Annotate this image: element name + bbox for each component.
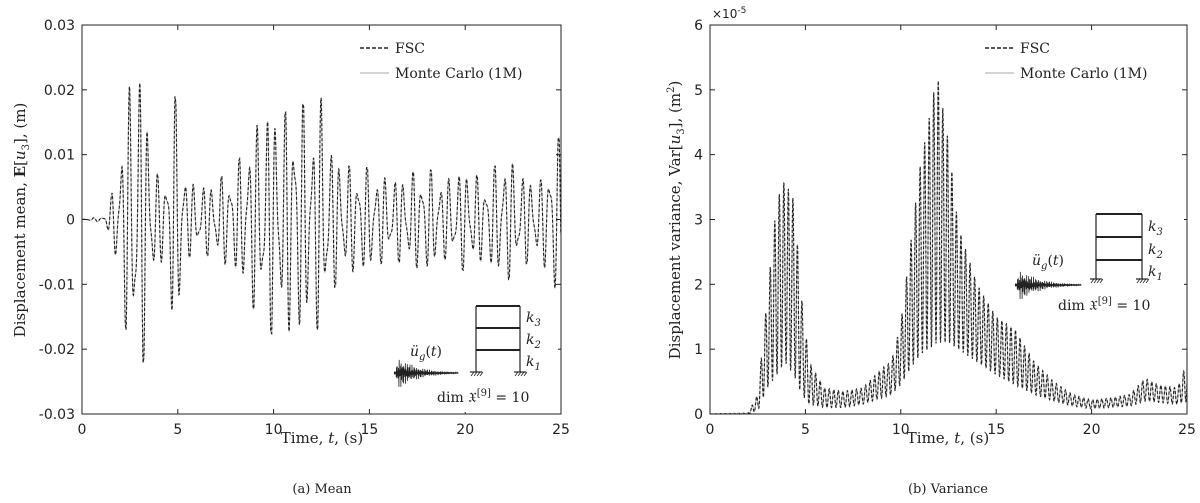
- x-tick-label: 5: [173, 422, 182, 438]
- x-tick-label: 5: [801, 422, 810, 438]
- excitation-signal-mean: [393, 359, 459, 387]
- y-axis-label-mean: Displacement mean, E[u3], (m): [11, 103, 32, 338]
- series-area-variance: [709, 80, 1188, 415]
- inset-structure-variance: k3 k2 k1 üg(t) dim 𝔛[9] = 10: [1012, 205, 1184, 320]
- x-tick-label: 10: [265, 422, 283, 438]
- y-tick-label: 0: [694, 407, 703, 423]
- legend-fsc-label-mean: FSC: [395, 41, 425, 57]
- x-tick-label: 10: [892, 422, 910, 438]
- y-tick-label: 5: [694, 83, 703, 99]
- y-tick-label: -0.03: [39, 407, 75, 423]
- legend-mean: FSC Monte Carlo (1M): [352, 35, 557, 89]
- x-tick-label: 0: [78, 422, 87, 438]
- y-tick-label: 1: [694, 342, 703, 358]
- y-tick-label: 6: [694, 18, 703, 34]
- y-multiplier: ×10-5: [712, 6, 746, 21]
- series-fsc-mean: [81, 82, 562, 363]
- x-tick-label: 0: [706, 422, 715, 438]
- x-tick-label: 15: [360, 422, 378, 438]
- legend-fsc-label-variance: FSC: [1020, 41, 1050, 57]
- y-tick-label: 4: [694, 148, 703, 164]
- series-fsc-variance: [709, 80, 1188, 415]
- excitation-label-mean: üg(t): [410, 344, 442, 363]
- y-tick-label: 0: [66, 213, 75, 229]
- excitation-trace-variance: [1014, 271, 1082, 299]
- ticks-mean: 0 5 10 15 20 25 -0.03 -0.02 -0.01 0 0.01 0.02 0.03: [39, 18, 570, 438]
- x-tick-label: 25: [552, 422, 570, 438]
- x-axis-label-mean: Time, t, (s): [281, 429, 363, 447]
- y-tick-label: 0.01: [44, 148, 75, 164]
- legend-mc-label-variance: Monte Carlo (1M): [1020, 66, 1147, 82]
- dimension-label-variance: dim 𝔛[9] = 10: [1058, 296, 1150, 314]
- y-axis-label-variance: Displacement variance, Var[u3], (m2): [666, 81, 687, 360]
- series-area-mean: [81, 82, 562, 363]
- x-tick-label: 20: [1083, 422, 1101, 438]
- x-tick-label: 25: [1178, 422, 1196, 438]
- excitation-label-variance: üg(t): [1032, 253, 1064, 272]
- legend-variance: FSC Monte Carlo (1M): [978, 35, 1183, 89]
- x-tick-label: 15: [987, 422, 1005, 438]
- y-tick-label: -0.02: [39, 342, 75, 358]
- y-tick-label: 2: [694, 277, 703, 293]
- ticks-variance: 0 5 10 15 20 25 0 1 2 3 4 5 6: [694, 18, 1196, 438]
- y-tick-label: 0.03: [44, 18, 75, 34]
- legend-mc-label-mean: Monte Carlo (1M): [395, 66, 522, 82]
- panel-variance: Displacement variance, Var[u3], (m2) Tim…: [666, 6, 1196, 497]
- excitation-signal-variance: [1014, 271, 1082, 299]
- caption-variance: (b) Variance: [908, 482, 988, 497]
- x-tick-label: 20: [456, 422, 474, 438]
- inset-structure-mean: k3 k2 k1 üg(t) dim 𝔛[9] = 10: [390, 297, 558, 412]
- panel-mean: Displacement mean, E[u3], (m) Time, t, (…: [11, 18, 570, 497]
- caption-mean: (a) Mean: [292, 482, 352, 497]
- x-axis-label-variance: Time, t, (s): [907, 429, 989, 447]
- y-tick-label: 3: [694, 213, 703, 229]
- dimension-label-mean: dim 𝔛[9] = 10: [437, 388, 529, 406]
- y-tick-label: 0.02: [44, 83, 75, 99]
- y-tick-label: -0.01: [39, 277, 75, 293]
- excitation-trace-mean: [393, 359, 459, 387]
